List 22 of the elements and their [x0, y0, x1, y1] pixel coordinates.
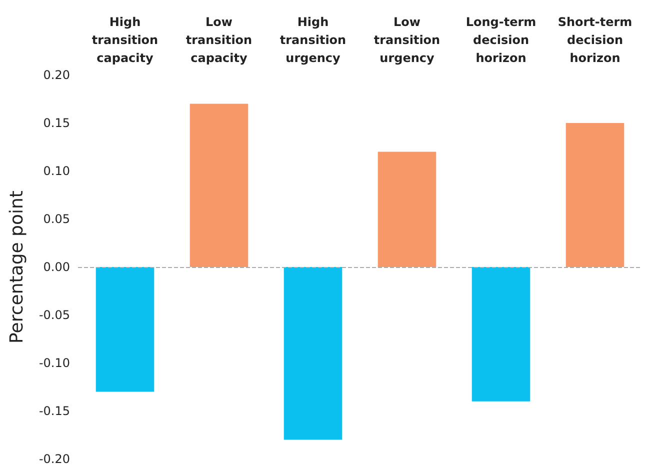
y-tick-label: -0.05 [38, 308, 70, 322]
x-tick-label: Low transition capacity [186, 15, 252, 65]
bar [378, 152, 436, 267]
bar [566, 123, 624, 267]
bar [190, 104, 248, 267]
bar [96, 267, 154, 392]
x-tick-label: Long-term decision horizon [466, 15, 536, 65]
y-axis-title: Percentage point [6, 190, 28, 344]
x-tick-label: Short-term decision horizon [558, 15, 632, 65]
y-tick-label: 0.00 [43, 260, 70, 274]
y-tick-label: -0.15 [38, 404, 70, 418]
x-tick-label: High transition urgency [280, 15, 346, 65]
y-tick-label: 0.20 [43, 68, 70, 82]
bar [472, 267, 530, 402]
x-tick-label: Low transition urgency [374, 15, 440, 65]
y-tick-label: -0.10 [38, 356, 70, 370]
x-tick-label: High transition capacity [92, 15, 158, 65]
y-tick-label: 0.15 [43, 116, 70, 130]
y-tick-label: 0.10 [43, 164, 70, 178]
bar [284, 267, 342, 440]
y-tick-label: 0.05 [43, 212, 70, 226]
y-tick-label: -0.20 [38, 452, 70, 466]
